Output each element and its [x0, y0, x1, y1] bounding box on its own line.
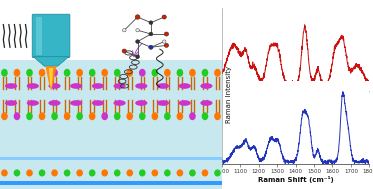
Ellipse shape: [139, 169, 145, 177]
Ellipse shape: [163, 40, 166, 43]
Ellipse shape: [135, 100, 147, 106]
Ellipse shape: [64, 169, 70, 177]
Ellipse shape: [48, 83, 60, 89]
Ellipse shape: [149, 45, 153, 49]
Ellipse shape: [39, 69, 46, 77]
Ellipse shape: [122, 29, 126, 32]
Ellipse shape: [151, 169, 158, 177]
Ellipse shape: [164, 69, 171, 77]
Ellipse shape: [149, 32, 153, 36]
Ellipse shape: [202, 169, 208, 177]
Bar: [0, 0, 222, 60]
Ellipse shape: [76, 69, 83, 77]
Ellipse shape: [136, 55, 140, 59]
Ellipse shape: [89, 69, 95, 77]
Bar: [0, 181, 222, 185]
Ellipse shape: [202, 112, 208, 120]
FancyBboxPatch shape: [32, 14, 70, 58]
Ellipse shape: [27, 83, 39, 89]
Ellipse shape: [164, 169, 171, 177]
Ellipse shape: [92, 100, 104, 106]
Ellipse shape: [89, 112, 95, 120]
Ellipse shape: [122, 49, 126, 53]
X-axis label: Raman Shift (cm⁻¹): Raman Shift (cm⁻¹): [258, 176, 333, 183]
Ellipse shape: [101, 169, 108, 177]
Ellipse shape: [151, 69, 158, 77]
Ellipse shape: [114, 69, 120, 77]
Ellipse shape: [1, 169, 8, 177]
Ellipse shape: [70, 100, 82, 106]
Polygon shape: [49, 68, 53, 89]
Ellipse shape: [157, 83, 169, 89]
Bar: [35, 17, 42, 55]
Ellipse shape: [176, 69, 183, 77]
Ellipse shape: [39, 112, 46, 120]
Ellipse shape: [113, 83, 126, 89]
Ellipse shape: [26, 169, 33, 177]
Ellipse shape: [14, 112, 20, 120]
Ellipse shape: [179, 100, 191, 106]
Ellipse shape: [126, 112, 133, 120]
Ellipse shape: [151, 112, 158, 120]
Ellipse shape: [70, 83, 82, 89]
Ellipse shape: [48, 100, 60, 106]
Ellipse shape: [26, 112, 33, 120]
Ellipse shape: [157, 100, 169, 106]
Ellipse shape: [176, 112, 183, 120]
Ellipse shape: [51, 69, 58, 77]
Ellipse shape: [1, 69, 8, 77]
Ellipse shape: [92, 83, 104, 89]
Ellipse shape: [200, 83, 213, 89]
Ellipse shape: [162, 15, 166, 19]
Ellipse shape: [101, 69, 108, 77]
Ellipse shape: [164, 112, 171, 120]
Ellipse shape: [189, 69, 196, 77]
Ellipse shape: [76, 112, 83, 120]
Ellipse shape: [14, 169, 20, 177]
Polygon shape: [46, 66, 57, 91]
Ellipse shape: [26, 69, 33, 77]
Ellipse shape: [139, 112, 145, 120]
Bar: [0, 157, 222, 160]
Ellipse shape: [126, 169, 133, 177]
Ellipse shape: [179, 83, 191, 89]
Ellipse shape: [14, 69, 20, 77]
Polygon shape: [33, 57, 69, 66]
Ellipse shape: [136, 40, 140, 43]
Ellipse shape: [114, 169, 120, 177]
Bar: [0, 60, 222, 189]
Ellipse shape: [149, 21, 153, 25]
Ellipse shape: [51, 169, 58, 177]
Ellipse shape: [101, 112, 108, 120]
Ellipse shape: [76, 169, 83, 177]
Ellipse shape: [39, 169, 46, 177]
Ellipse shape: [135, 15, 140, 19]
Ellipse shape: [51, 112, 58, 120]
Ellipse shape: [5, 100, 17, 106]
Ellipse shape: [114, 112, 120, 120]
Ellipse shape: [200, 100, 213, 106]
Ellipse shape: [113, 100, 126, 106]
Ellipse shape: [1, 112, 8, 120]
Ellipse shape: [202, 69, 208, 77]
Ellipse shape: [164, 32, 169, 36]
Ellipse shape: [136, 29, 140, 32]
Text: Raman Intensity: Raman Intensity: [226, 66, 232, 123]
Ellipse shape: [64, 69, 70, 77]
Ellipse shape: [189, 112, 196, 120]
Ellipse shape: [164, 43, 169, 47]
Ellipse shape: [135, 83, 147, 89]
Ellipse shape: [64, 112, 70, 120]
Ellipse shape: [214, 169, 221, 177]
Ellipse shape: [5, 83, 17, 89]
Ellipse shape: [214, 69, 221, 77]
Ellipse shape: [89, 169, 95, 177]
Ellipse shape: [214, 112, 221, 120]
Ellipse shape: [27, 100, 39, 106]
Ellipse shape: [126, 69, 133, 77]
Ellipse shape: [176, 169, 183, 177]
Ellipse shape: [189, 169, 196, 177]
Ellipse shape: [139, 69, 145, 77]
